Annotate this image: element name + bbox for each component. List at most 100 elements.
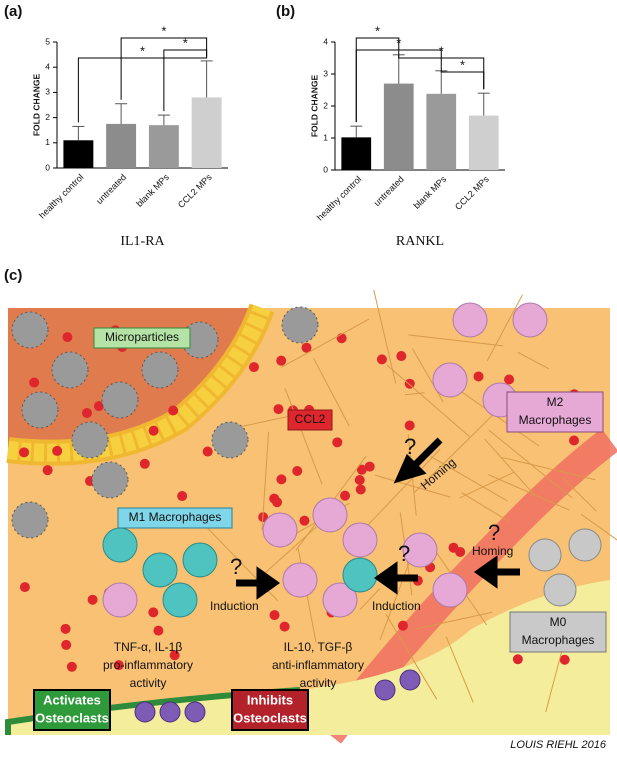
significance-star: * [161,23,166,38]
ccl2-dot [355,484,366,495]
osteoclast [399,669,421,691]
ccl2-dot [177,491,188,502]
fiber [488,429,573,498]
ccl2-dot [404,420,415,431]
fiber [386,364,470,438]
m1-macrophage [102,527,138,563]
ccl2-dot [153,625,164,636]
m2-macrophage [282,562,318,598]
ccl2-dot [61,639,72,650]
label: IL-10, TGF-β [284,640,353,654]
fiber [363,448,441,530]
label: M0 [550,615,567,629]
ccl2-dot [81,407,92,418]
ccl2-dot [332,437,343,448]
ccl2-dot [512,654,523,665]
ccl2-dot [301,342,312,353]
ccl2-dot [269,610,280,621]
label: TNF-α, IL-1β [114,640,183,654]
label: M1 Macrophages [129,510,222,524]
fiber [488,474,570,511]
fiber [385,614,438,700]
ccl2-dot [292,465,303,476]
x-tick-label: CCL2 MPs [176,172,214,210]
label-box [33,689,111,731]
significance-star: * [375,23,380,38]
m2-macrophage [402,532,438,568]
label: Homing [472,544,513,558]
label: activity [300,676,337,690]
label: anti-inflammatory [272,658,364,672]
ccl2-dot [299,515,310,526]
y-axis-label: FOLD CHANGE [309,75,319,138]
microparticle [141,351,179,389]
significance-bracket [440,66,485,90]
ccl2-dot [29,377,40,388]
ccl2-dot [276,355,287,366]
microparticle [211,421,249,459]
fiber [261,431,270,530]
y-tick-label: 1 [45,137,50,147]
microparticle [11,311,49,349]
ccl2-dot [62,332,73,343]
y-tick-label: 3 [45,87,50,97]
x-axis-label: RANKL [396,234,444,249]
label: M2 [547,395,564,409]
fiber [284,388,323,485]
microparticle [11,501,49,539]
microparticle [91,461,129,499]
label-box [287,409,333,431]
m2-macrophage [102,582,138,618]
significance-star: * [396,35,401,50]
fiber [445,636,474,703]
ccl2-dot [139,458,150,469]
significance-star: * [439,43,444,58]
x-tick-label: CCL2 MPs [453,174,491,212]
ccl2-dot [42,465,53,476]
x-tick-label: blank MPs [134,172,171,209]
label: Osteoclasts [233,710,307,725]
ccl2-dot [404,378,415,389]
arrow [373,561,418,595]
bar [106,123,137,168]
m2-macrophage [322,582,358,618]
ccl2-dot [93,401,104,412]
m1-macrophage [182,542,218,578]
ccl2-dot [473,371,484,382]
fiber [562,477,597,512]
ccl2-dot [569,435,580,446]
label-box [231,689,309,731]
m2-macrophage [432,362,468,398]
ccl2-dot [559,654,570,665]
fiber [373,289,397,384]
y-tick-label: 4 [323,36,328,46]
ccl2-dot [248,362,259,373]
label: Microparticles [105,330,179,344]
ccl2-dot [340,490,351,501]
microparticle [101,381,139,419]
y-tick-label: 4 [45,61,50,71]
question-mark: ? [488,520,500,545]
fiber [379,553,413,641]
fiber [280,318,370,368]
bar [63,140,94,168]
ccl2-dot [66,661,77,672]
microparticle [281,306,319,344]
ccl2-dot [397,620,408,631]
ccl2-dot [60,623,71,634]
m1-macrophage [342,557,378,593]
panel-label: (c) [4,267,22,284]
significance-bracket [77,56,208,123]
significance-bracket [163,49,208,112]
ccl2-dot [19,582,30,593]
arrow [473,555,520,589]
signature: LOUIS RIEHL 2016 [510,739,607,751]
x-tick-label: healthy control [37,172,85,220]
ccl2-dot [504,374,515,385]
ccl2-dot [113,660,124,671]
ccl2-dot [269,493,280,504]
fiber [502,457,596,481]
m2-macrophage [512,302,548,338]
fiber [461,492,509,522]
